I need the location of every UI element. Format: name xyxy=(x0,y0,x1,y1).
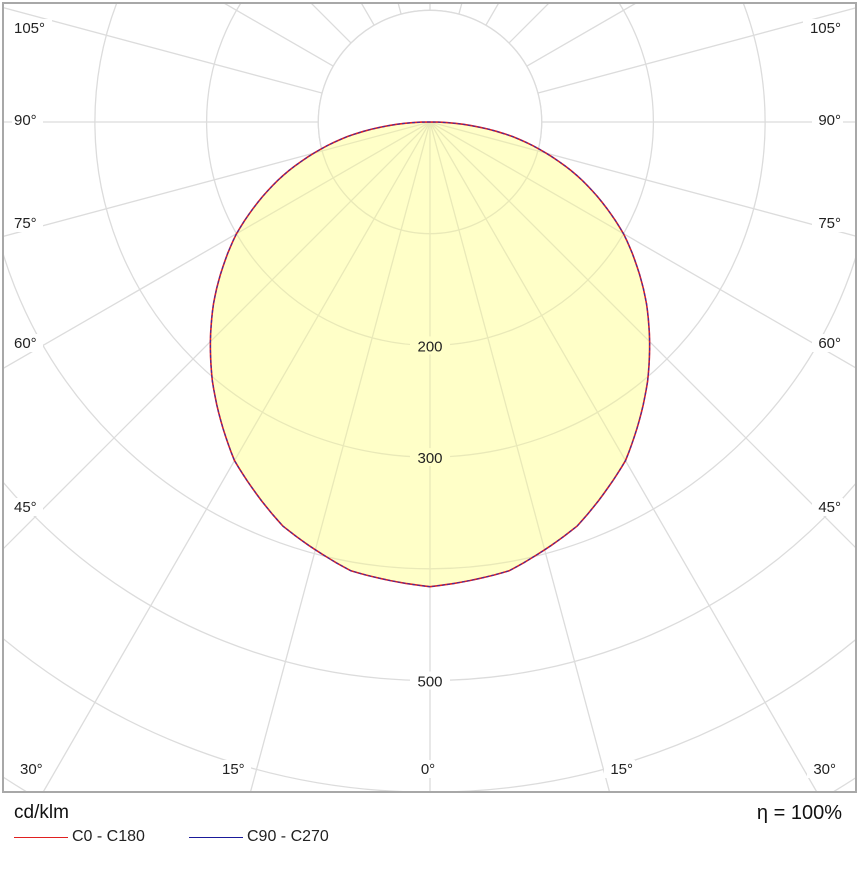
angle-label-bottom: 0° xyxy=(421,761,435,778)
radial-gridline xyxy=(3,121,431,238)
radial-gridline xyxy=(210,122,431,587)
legend-label: C0 - C180 xyxy=(72,828,145,845)
ring-gridline xyxy=(317,122,543,235)
chart-frame xyxy=(2,2,857,793)
legend-swatch-blue xyxy=(189,836,243,838)
angle-label-right: 30° xyxy=(813,761,836,778)
legend-swatch-red xyxy=(14,836,68,838)
curve-c90-c270 xyxy=(209,121,651,588)
angle-label-left: 75° xyxy=(14,215,37,232)
ring-gridline xyxy=(210,122,650,570)
unit-label: cd/klm xyxy=(14,802,69,823)
radial-gridline xyxy=(210,122,431,587)
angle-label-left: 15° xyxy=(222,761,245,778)
legend-item-c0-c180: C0 - C180 xyxy=(14,828,145,846)
radial-gridline xyxy=(222,3,431,123)
angle-label-left: 45° xyxy=(14,499,37,516)
angle-label-left: 30° xyxy=(20,761,43,778)
radial-gridline xyxy=(3,6,431,123)
ring-label-300: 300 xyxy=(417,450,442,467)
angle-label-left: 60° xyxy=(14,335,37,352)
radial-gridline xyxy=(429,7,856,123)
angle-label-left: 105° xyxy=(14,20,45,37)
angle-label-right: 90° xyxy=(818,112,841,129)
radial-gridline xyxy=(210,122,431,587)
angle-label-right: 15° xyxy=(610,761,633,778)
radial-gridline xyxy=(429,122,650,587)
angle-label-right: 105° xyxy=(810,20,841,37)
angle-label-right: 75° xyxy=(818,215,841,232)
ring-label-200: 200 xyxy=(417,338,442,355)
angle-label-right: 45° xyxy=(818,499,841,516)
radial-gridline xyxy=(429,121,856,237)
angle-label-left: 90° xyxy=(14,112,37,129)
radial-gridline xyxy=(210,122,431,587)
axis-labels: 200 300 500 105° 90° 75° 60° 45° 30° 15° 105° 90° 75… xyxy=(12,19,843,778)
ring-label-500: 500 xyxy=(417,674,442,691)
radial-gridline xyxy=(429,3,638,123)
radial-gridline xyxy=(429,122,650,587)
angle-label-right: 60° xyxy=(818,335,841,352)
polar-chart: 200 300 500 105° 90° 75° 60° 45° 30° 15° 105° 90° 75… xyxy=(2,2,857,793)
legend-label: C90 - C270 xyxy=(247,828,329,845)
radial-gridline xyxy=(429,122,650,587)
radial-gridline xyxy=(429,122,650,587)
legend-item-c90-c270: C90 - C270 xyxy=(189,828,329,846)
efficiency-label: η = 100% xyxy=(756,802,842,824)
